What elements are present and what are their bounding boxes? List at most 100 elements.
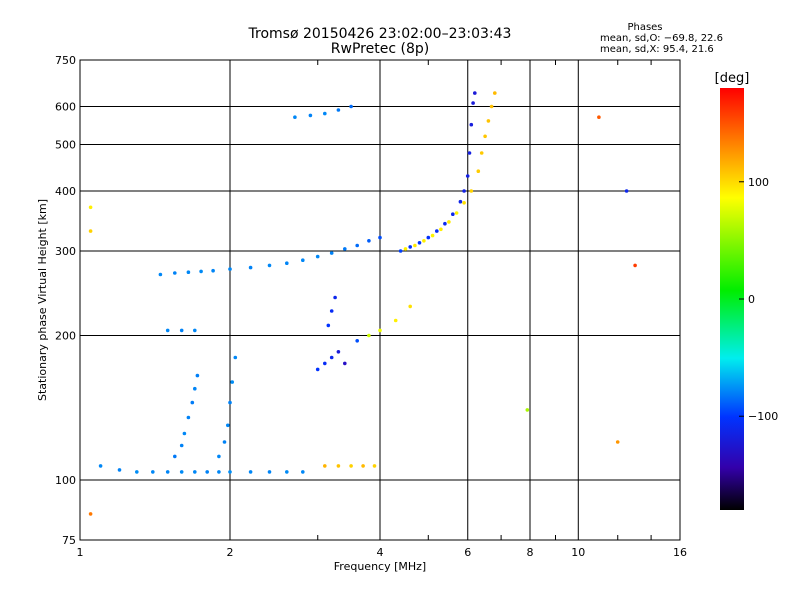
- y-tick-label: 600: [55, 101, 76, 114]
- data-point: [467, 151, 472, 155]
- data-point: [458, 199, 463, 204]
- data-point: [199, 269, 203, 274]
- data-point: [267, 470, 272, 474]
- data-point: [479, 151, 484, 155]
- data-point: [493, 91, 497, 95]
- data-point: [323, 361, 327, 366]
- data-point: [476, 169, 481, 173]
- data-point: [430, 233, 435, 238]
- data-point: [228, 400, 232, 405]
- data-point: [343, 361, 347, 366]
- colorbar-tick-label: −100: [748, 410, 778, 423]
- data-point: [597, 115, 601, 119]
- data-point: [329, 251, 334, 255]
- data-point: [367, 239, 371, 243]
- data-point: [465, 174, 470, 178]
- data-point: [315, 367, 320, 372]
- data-point: [349, 104, 353, 109]
- colorbar-label: [deg]: [715, 71, 750, 86]
- data-point: [233, 355, 238, 360]
- data-point: [230, 380, 234, 384]
- data-point: [293, 115, 297, 119]
- x-tick-label: 2: [227, 546, 234, 559]
- colorbar-ticks: 100 0 −100: [739, 176, 778, 423]
- data-point: [193, 386, 197, 391]
- phases-x-stats: mean, sd,X: 95.4, 21.6: [600, 44, 714, 55]
- data-point: [228, 470, 232, 474]
- data-point: [525, 408, 530, 412]
- data-point: [301, 470, 305, 474]
- data-point: [248, 265, 253, 270]
- y-tick-label: 100: [55, 474, 76, 487]
- data-point: [408, 245, 413, 249]
- data-point: [205, 470, 209, 474]
- data-point: [173, 454, 177, 459]
- data-point: [165, 328, 170, 333]
- data-point: [329, 309, 334, 313]
- data-point: [471, 101, 475, 105]
- data-point: [473, 91, 477, 95]
- data-point: [489, 104, 494, 109]
- y-tick-label: 75: [62, 534, 76, 547]
- data-point: [211, 268, 215, 273]
- data-point: [343, 247, 347, 251]
- data-point: [378, 328, 382, 333]
- data-point: [190, 400, 195, 405]
- data-point: [417, 241, 422, 245]
- data-point: [329, 355, 334, 360]
- x-tick-label: 8: [527, 546, 534, 559]
- chart-subtitle: RwPretec (8p): [330, 41, 430, 57]
- data-point: [98, 464, 103, 468]
- data-point: [88, 512, 93, 516]
- y-axis-ticks: 75 100 200 300 400 500 600 750: [55, 54, 76, 547]
- chart-title: Tromsø 20150426 23:02:00–23:03:43: [248, 26, 512, 42]
- data-point: [193, 470, 197, 474]
- data-point: [217, 454, 221, 459]
- data-point: [323, 464, 327, 468]
- data-point: [117, 468, 122, 472]
- x-tick-label: 10: [571, 546, 585, 559]
- data-point: [422, 239, 426, 243]
- data-point: [301, 258, 305, 263]
- data-point: [372, 464, 377, 468]
- data-point: [88, 229, 93, 233]
- data-point: [451, 212, 455, 216]
- data-point: [179, 470, 184, 474]
- x-axis-label: Frequency [MHz]: [334, 560, 426, 573]
- data-point: [135, 470, 139, 474]
- data-point: [469, 122, 474, 127]
- y-tick-label: 400: [55, 185, 76, 198]
- data-point: [361, 464, 365, 468]
- x-axis-ticks: 1 2 4 6 8 10 16: [77, 60, 687, 559]
- data-point: [439, 227, 443, 232]
- y-tick-label: 200: [55, 330, 76, 343]
- data-point: [248, 470, 253, 474]
- data-point: [408, 304, 413, 309]
- data-point: [403, 247, 408, 251]
- data-point: [285, 470, 289, 474]
- colorbar-tick-label: 100: [748, 176, 769, 189]
- data-point: [226, 423, 230, 428]
- data-point: [326, 323, 331, 328]
- data-point: [195, 373, 200, 378]
- data-point: [285, 261, 289, 266]
- phases-title: Phases: [627, 22, 663, 33]
- x-tick-label: 4: [377, 546, 384, 559]
- data-point: [447, 220, 451, 224]
- data-point: [367, 333, 371, 338]
- data-point: [186, 415, 191, 420]
- data-point: [336, 464, 341, 468]
- y-tick-label: 300: [55, 245, 76, 258]
- data-point: [413, 243, 417, 248]
- data-point: [355, 243, 360, 248]
- data-point: [323, 111, 327, 116]
- data-point: [486, 119, 491, 123]
- data-point: [443, 221, 447, 226]
- data-point: [267, 263, 272, 268]
- x-tick-label: 16: [673, 546, 687, 559]
- data-point: [615, 440, 620, 444]
- y-axis-label: Stationary phase Virtual Height [km]: [36, 199, 49, 401]
- data-point: [349, 464, 353, 468]
- data-point: [393, 318, 398, 323]
